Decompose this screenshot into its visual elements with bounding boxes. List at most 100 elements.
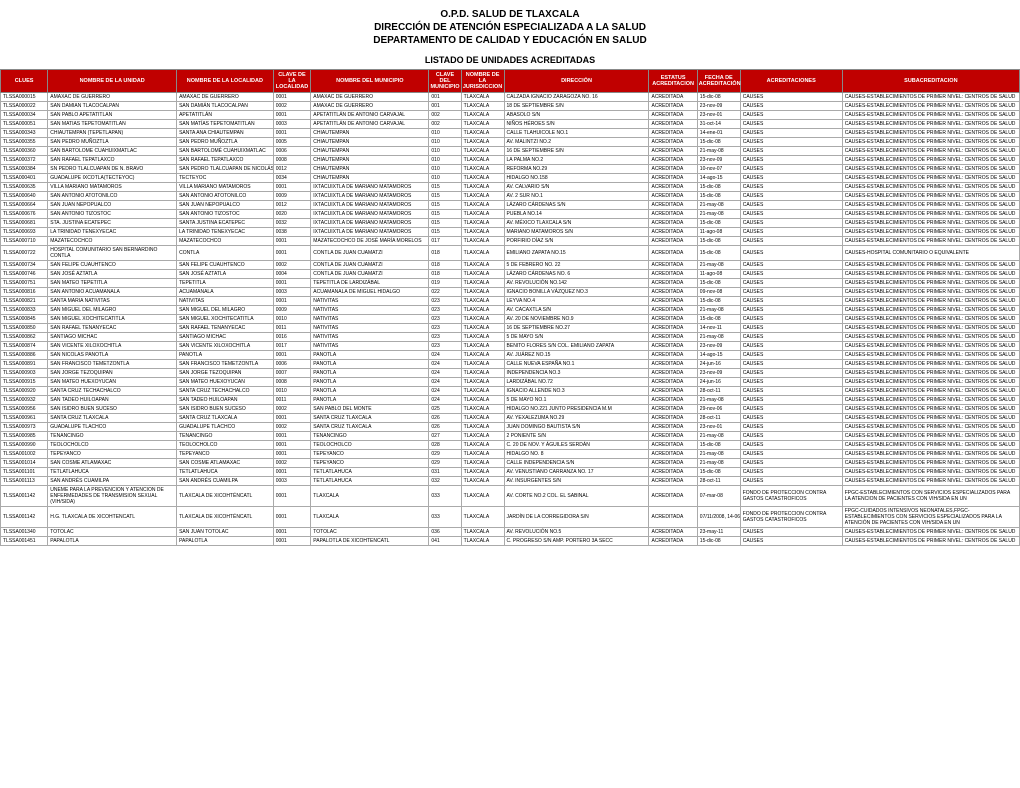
cell: 029: [429, 450, 461, 459]
cell: TLSSA000676: [1, 210, 48, 219]
cell: 28-oct-11: [697, 477, 740, 486]
cell: TECTEYOC: [177, 174, 274, 183]
cell: CAUSES-ESTABLECIMIENTOS DE PRIMER NIVEL:…: [842, 270, 1019, 279]
cell: 15-dic-08: [697, 237, 740, 246]
cell: SAN DAMIÁN TLACOCALPAN: [177, 102, 274, 111]
cell: CAUSES-ESTABLECIMIENTOS DE PRIMER NIVEL:…: [842, 306, 1019, 315]
cell: LA TRINIDAD TENEXYECAC: [48, 228, 177, 237]
cell: SAN MATIAS TEPETOMATITLAN: [48, 120, 177, 129]
cell: SANTA CRUZ TLAXCALA: [48, 414, 177, 423]
cell: AV. VENUSTIANO CARRANZA NO. 17: [504, 468, 649, 477]
cell: 018: [429, 270, 461, 279]
table-row: TLSSA000372SAN RAFAEL TEPATLAXCOSAN RAFA…: [1, 156, 1020, 165]
cell: CAUSES: [740, 102, 842, 111]
cell: TLAXCALA: [461, 360, 504, 369]
cell: 024: [429, 396, 461, 405]
cell: CAUSES-ESTABLECIMIENTOS DE PRIMER NIVEL:…: [842, 333, 1019, 342]
cell: 21-may-08: [697, 147, 740, 156]
cell: TLAXCALA: [461, 147, 504, 156]
cell: TLAXCALA: [461, 537, 504, 546]
cell: CHIAUTEMPAN: [311, 129, 429, 138]
cell: TLSSA000920: [1, 387, 48, 396]
col-header-7: DIRECCIÓN: [504, 70, 649, 93]
cell: ACREDITADA: [649, 93, 697, 102]
cell: AV. YEXALEZUMA NO.29: [504, 414, 649, 423]
cell: ACREDITADA: [649, 210, 697, 219]
cell: SAN FELIPE CUAUHTENCO: [177, 261, 274, 270]
cell: REFORMA NO.29: [504, 165, 649, 174]
cell: 0009: [273, 192, 311, 201]
cell: CAUSES: [740, 219, 842, 228]
cell: 032: [429, 477, 461, 486]
cell: TLSSA001340: [1, 528, 48, 537]
cell: HOSPITAL COMUNITARIO SAN BERNARDINO CONT…: [48, 246, 177, 261]
cell: SAN PABLO DEL MONTE: [311, 405, 429, 414]
cell: ACREDITADA: [649, 432, 697, 441]
cell: TLAXCALA: [461, 183, 504, 192]
cell: 0003: [273, 477, 311, 486]
cell: TLAXCALA: [461, 378, 504, 387]
cell: ACREDITADA: [649, 414, 697, 423]
cell: SAN RAFAEL TEPATLAXCO: [48, 156, 177, 165]
cell: SAN VICENTE XILOXOCHITLA: [177, 342, 274, 351]
cell: 018: [429, 261, 461, 270]
cell: 017: [429, 237, 461, 246]
cell: 015: [429, 219, 461, 228]
cell: SAN JUAN NEPOPUALCO: [48, 201, 177, 210]
cell: SAN BARTOLOME CUAHUIXMATLAC: [48, 147, 177, 156]
cell: SAN ISIDRO BUEN SUCESO: [48, 405, 177, 414]
cell: 0001: [273, 441, 311, 450]
cell: 0005: [273, 138, 311, 147]
cell: SAN ANTONIO TIZOSTOC: [48, 210, 177, 219]
cell: 024: [429, 378, 461, 387]
cell: CAUSES: [740, 315, 842, 324]
cell: TLSSA001014: [1, 459, 48, 468]
cell: CHIAUTEMPAN: [311, 156, 429, 165]
cell: 0001: [273, 432, 311, 441]
cell: 15-dic-08: [697, 315, 740, 324]
cell: 15-dic-08: [697, 138, 740, 147]
cell: 0001: [273, 279, 311, 288]
cell: TEPEYANCO: [311, 459, 429, 468]
cell: PANOTLA: [311, 396, 429, 405]
cell: TLAXCALA: [461, 279, 504, 288]
cell: 0001: [273, 129, 311, 138]
cell: TLSSA000401: [1, 174, 48, 183]
cell: 21-may-08: [697, 459, 740, 468]
table-row: TLSSA000693LA TRINIDAD TENEXYECACLA TRIN…: [1, 228, 1020, 237]
cell: PANOTLA: [311, 378, 429, 387]
cell: TLSSA000990: [1, 441, 48, 450]
table-row: TLSSA000051SAN MATIAS TEPETOMATITLANSAN …: [1, 120, 1020, 129]
cell: 001: [429, 93, 461, 102]
cell: TLSSA001101: [1, 468, 48, 477]
cell: CAUSES-ESTABLECIMIENTOS DE PRIMER NIVEL:…: [842, 369, 1019, 378]
cell: CAUSES: [740, 111, 842, 120]
cell: 0011: [273, 396, 311, 405]
cell: ACREDITADA: [649, 459, 697, 468]
table-row: TLSSA000734SAN FELIPE CUAUHTENCOSAN FELI…: [1, 261, 1020, 270]
cell: 0001: [273, 414, 311, 423]
cell: TLAXCALA: [461, 423, 504, 432]
cell: CONTLA DE JUAN CUAMATZI: [311, 261, 429, 270]
cell: 14-ene-01: [697, 129, 740, 138]
cell: CHIAUTEMPAN: [311, 147, 429, 156]
cell: AV. 2 SUR NO.1: [504, 192, 649, 201]
cell: 21-may-08: [697, 306, 740, 315]
cell: CAUSES: [740, 165, 842, 174]
cell: ACREDITADA: [649, 369, 697, 378]
cell: CAUSES-ESTABLECIMIENTOS DE PRIMER NIVEL:…: [842, 297, 1019, 306]
cell: 23-nov-09: [697, 156, 740, 165]
cell: SAN MATEO HUEXOYUCAN: [48, 378, 177, 387]
cell: SAN JORGE TEZOQUIPAN: [48, 369, 177, 378]
cell: TLSSA000372: [1, 156, 48, 165]
cell: CAUSES-ESTABLECIMIENTOS DE PRIMER NIVEL:…: [842, 93, 1019, 102]
cell: ACUAMANALA: [177, 288, 274, 297]
table-row: TLSSA000915SAN MATEO HUEXOYUCANSAN MATEO…: [1, 378, 1020, 387]
cell: 0001: [273, 528, 311, 537]
cell: ACREDITADA: [649, 102, 697, 111]
cell: TLAXCALA: [461, 165, 504, 174]
table-row: TLSSA000746SAN JOSÉ AZTATLASAN JOSÉ AZTA…: [1, 270, 1020, 279]
cell: TLAXCALA: [461, 102, 504, 111]
cell: CAUSES: [740, 174, 842, 183]
cell: TLAXCALA: [461, 306, 504, 315]
